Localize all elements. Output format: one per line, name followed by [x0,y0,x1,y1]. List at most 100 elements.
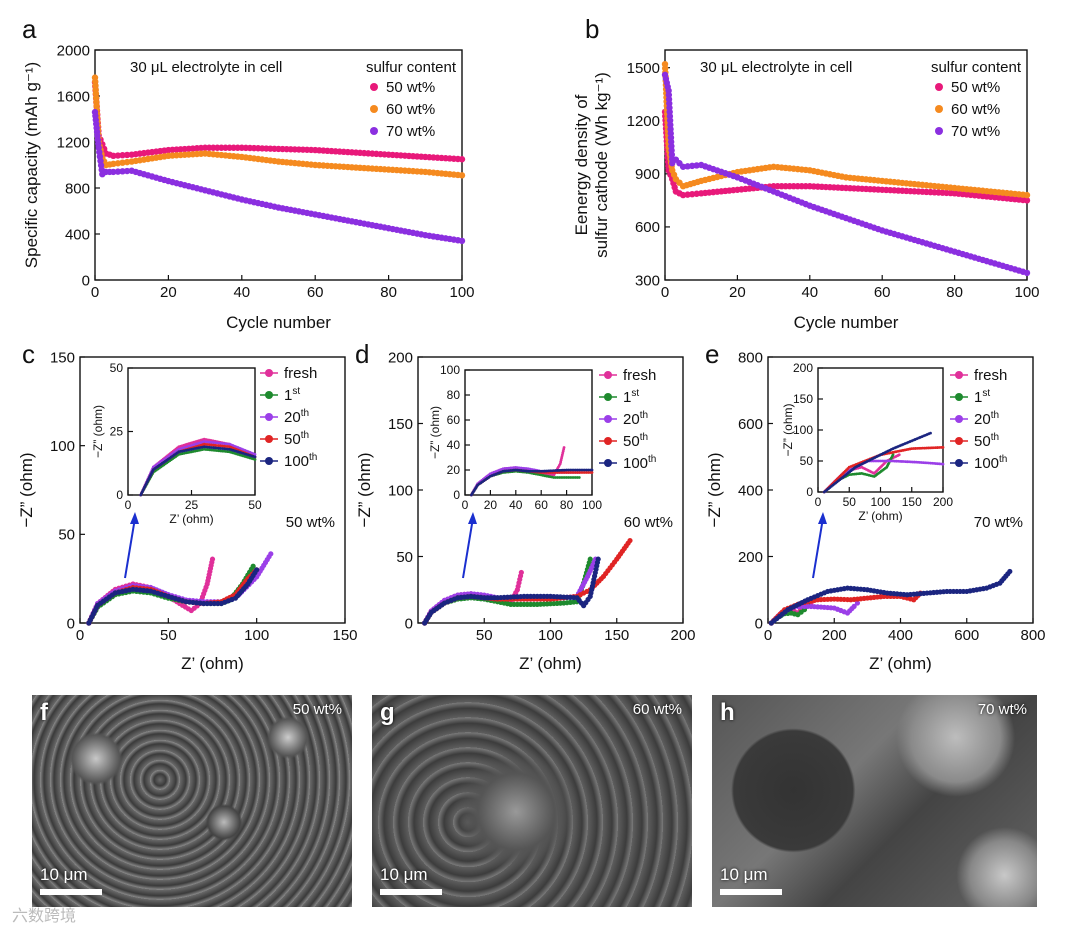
panel-d-ytick-label: 150 [388,416,413,433]
series-50wt-point [114,152,122,159]
x-axis-title: Cycle number [226,313,331,332]
watermark: 六数跨境 [12,906,77,925]
series-60wt-point [458,172,466,179]
panel-e-ytick-label: 200 [738,549,763,566]
panel-c-ytick-label: 50 [58,527,75,544]
inset-e-xtick-label: 150 [902,495,922,509]
inset-d-ytick-label: 40 [447,438,461,452]
inset-series-fresh-point [897,453,901,457]
legend-title: sulfur content [366,59,457,76]
series-100th-point [1007,568,1013,575]
inset-e-ytick-label: 0 [806,485,813,499]
panel-a-ytick-label: 2000 [57,42,90,59]
series-70wt-point [119,168,126,175]
panel-a-ytick-label: 800 [65,180,90,197]
legend-marker [935,127,943,135]
panel-d-ytick-label: 100 [388,482,413,499]
panel-c-xtick-label: 50 [160,627,177,644]
panel-e-xtick-label: 800 [1020,627,1045,644]
inset-y-title: −Z” (ohm) [91,405,105,458]
panel-e-ytick-label: 600 [738,416,763,433]
legend-marker [935,83,943,91]
sem-panel-label: f [40,699,48,726]
legend-marker [604,437,612,445]
inset-c-xtick-label: 0 [125,498,132,512]
panel-a-xtick-label: 20 [160,284,177,301]
legend-label: 70 wt% [386,123,435,140]
panel-c-xtick-label: 0 [76,627,84,644]
panel-b-xtick-label: 80 [946,284,963,301]
panel-b-ytick-label: 1500 [627,60,660,77]
legend-label: fresh [623,367,656,384]
panel-b-xtick-label: 20 [729,284,746,301]
zoom-arrow-head [130,512,139,524]
legend-marker [955,415,963,423]
panel-letter: a [22,14,37,44]
inset-d-ytick-label: 100 [440,363,460,377]
panel-e-ytick-label: 400 [738,482,763,499]
inset-e-ytick-label: 150 [793,392,813,406]
legend-marker [604,393,612,401]
inset-e-ytick-label: 100 [793,423,813,437]
panel-a-frame [94,49,463,281]
panel-letter: c [22,339,35,369]
series-fresh-point [209,556,216,562]
legend-marker [370,83,378,91]
panel-d-xtick-label: 50 [476,627,493,644]
inset-y-title: −Z” (ohm) [428,406,442,459]
panel-letter: b [585,14,599,44]
panel-e-ytick-label: 0 [755,615,763,632]
legend-label: 20th [623,410,648,428]
inset-series-100th-point [929,431,932,435]
scale-bar-label: 10 μm [720,865,768,884]
legend-label: 100th [974,454,1007,472]
series-70wt-point [458,237,466,245]
annotation: 30 μL electrolyte in cell [130,59,282,76]
series-50th-point [627,537,633,544]
legend-marker [604,371,612,379]
panel-c-xtick-label: 100 [244,627,269,644]
inset-c-ytick-label: 0 [116,488,123,502]
legend-label: 1st [623,388,639,406]
panel-b-ytick-label: 300 [635,272,660,289]
sulfur-label: 60 wt% [624,514,673,531]
zoom-arrow-head [468,512,477,524]
panel-c-xtick-label: 150 [332,627,357,644]
panel-a-ytick-label: 400 [65,226,90,243]
series-20th-point [851,603,857,609]
inset-e-xtick-label: 200 [933,495,953,509]
inset-e-xtick-label: 50 [843,495,857,509]
legend-marker [370,105,378,113]
x-axis-title: Cycle number [794,313,899,332]
x-axis-title: Z’ (ohm) [869,654,932,673]
panel-e-ytick-label: 800 [738,349,763,366]
panel-a-xtick-label: 40 [233,284,250,301]
scale-bar-label: 10 μm [380,865,428,884]
x-axis-title: Z’ (ohm) [181,654,244,673]
legend-marker [265,435,273,443]
panel-c-ytick-label: 0 [67,615,75,632]
panel-b-frame [664,49,1028,281]
inset-d-xtick-label: 0 [462,498,469,512]
inset-e-ytick-label: 50 [800,454,814,468]
panel-letter: d [355,339,369,369]
inset-d-xtick-label: 100 [582,498,602,512]
inset-series-fresh-point [562,446,566,449]
legend-label: 1st [284,386,300,404]
legend-label: fresh [284,365,317,382]
y-axis-title: sulfur cathode (Wh kg⁻¹) [592,72,611,258]
legend-label: 100th [623,454,656,472]
series-70wt-point [1023,269,1031,277]
series-1st-point [250,563,256,569]
legend-label: 60 wt% [951,101,1000,118]
inset-series-1st-point [253,458,257,461]
panel-b-ytick-label: 900 [635,166,660,183]
zoom-arrow [812,517,824,579]
panel-d-ytick-label: 200 [388,349,413,366]
inset-series-50th-point [941,445,945,449]
panel-c-frame [79,356,346,624]
series-50wt-point [110,152,117,159]
series-70wt-point [110,168,117,176]
inset-d-xtick-label: 20 [484,498,498,512]
